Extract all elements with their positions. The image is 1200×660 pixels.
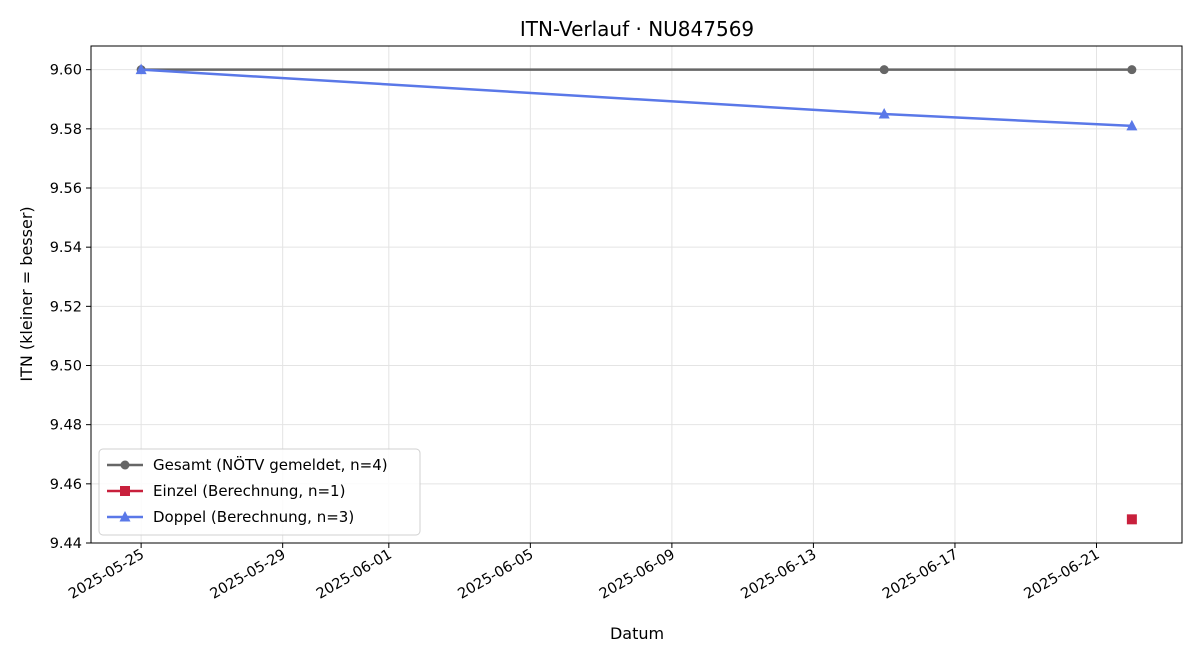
- series-0: [136, 65, 1137, 75]
- y-tick-label: 9.48: [50, 418, 82, 434]
- y-tick-label: 9.54: [50, 240, 82, 256]
- y-tick-label: 9.46: [50, 477, 82, 493]
- x-tick-label: 2025-06-17: [880, 547, 961, 603]
- legend: Gesamt (NÖTV gemeldet, n=4) Einzel (Berec…: [98, 448, 421, 536]
- x-tick-label: 2025-06-01: [314, 547, 395, 603]
- x-axis: 2025-05-25 2025-05-29 2025-06-01 2025-06-05…: [66, 543, 1102, 603]
- data-point: [1126, 514, 1137, 525]
- data-point: [1127, 65, 1137, 75]
- legend-box: [98, 448, 421, 536]
- legend-label: Gesamt (NÖTV gemeldet, n=4): [153, 455, 388, 474]
- legend-marker: [119, 511, 131, 522]
- y-axis: 9.44 9.46 9.48 9.50 9.52 9.54 9.56 9.58 9.60: [50, 63, 91, 552]
- y-tick-label: 9.58: [50, 122, 82, 138]
- data-point: [879, 65, 889, 75]
- legend-item: Einzel (Berechnung, n=1): [107, 482, 345, 500]
- x-tick-label: 2025-05-29: [208, 547, 289, 603]
- legend-label: Einzel (Berechnung, n=1): [153, 482, 345, 500]
- data-point: [1126, 119, 1138, 131]
- x-axis-label: Datum: [610, 624, 664, 643]
- series-line: [141, 68, 1132, 128]
- x-tick-label: 2025-06-05: [455, 547, 536, 603]
- plot-frame: [90, 45, 1183, 544]
- legend-marker: [120, 486, 130, 496]
- series-1: [1126, 514, 1137, 525]
- y-tick-label: 9.50: [50, 359, 82, 375]
- legend-item: Doppel (Berechnung, n=3): [107, 508, 354, 526]
- legend-item: Gesamt (NÖTV gemeldet, n=4): [107, 455, 388, 474]
- series-2: [135, 63, 1138, 131]
- series-layer: [135, 63, 1138, 525]
- y-axis-label: ITN (kleiner = besser): [17, 206, 36, 381]
- chart-title: ITN-Verlauf · NU847569: [520, 17, 754, 41]
- x-tick-label: 2025-06-21: [1021, 547, 1102, 603]
- x-tick-label: 2025-06-13: [738, 547, 819, 603]
- y-tick-label: 9.52: [50, 299, 82, 315]
- legend-label: Doppel (Berechnung, n=3): [153, 508, 354, 526]
- data-point: [135, 63, 147, 75]
- x-tick-label: 2025-05-25: [66, 547, 147, 603]
- y-tick-label: 9.60: [50, 63, 82, 79]
- grid: [91, 46, 1182, 544]
- y-tick-label: 9.56: [50, 181, 82, 197]
- data-point: [878, 108, 890, 119]
- legend-marker: [120, 460, 130, 470]
- y-tick-label: 9.44: [50, 536, 82, 552]
- x-tick-label: 2025-06-09: [597, 547, 678, 603]
